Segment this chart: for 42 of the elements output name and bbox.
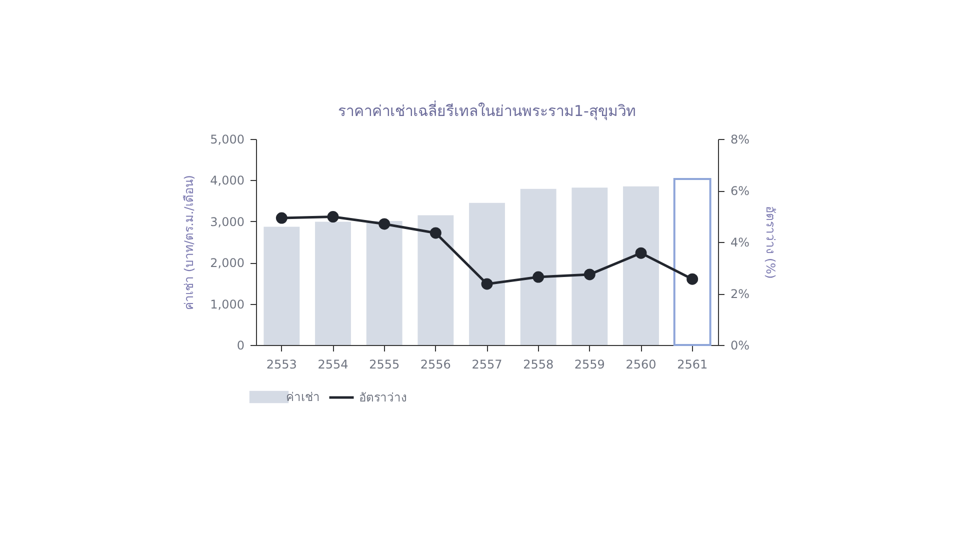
y-tick-label: 1,000 [210,297,244,312]
y-tick-label: 0 [236,338,244,352]
x-tick-label: 2555 [369,358,400,372]
legend-label: อัตราว่าง [359,390,407,404]
bar [469,202,505,345]
x-tick-label: 2561 [677,358,708,372]
bar [520,188,556,345]
x-tick-label: 2558 [523,358,554,372]
bar [572,188,608,345]
y2-tick-label: 6% [730,184,750,198]
chart-title: ราคาค่าเช่าเฉลี่ยรีเทลในย่านพระราม1-สุขุมวิท [338,100,636,121]
x-tick-label: 2560 [626,358,656,372]
bar [264,226,300,345]
point [327,211,339,222]
y2-tick-label: 2% [730,287,750,301]
y-axis-title: ค่าเช่า (บาท/ตร.ม./เดือน) [182,175,196,310]
point [481,278,493,290]
x-tick-label: 2559 [574,358,605,372]
y2-tick-label: 4% [730,236,750,250]
point [584,268,596,280]
bar [315,222,351,345]
point [532,271,544,283]
point [635,247,647,259]
legend-label: ค่าเช่า [286,390,320,404]
y2-tick-label: 0% [730,338,750,352]
bar [418,215,454,345]
y-tick-label: 5,000 [210,132,244,146]
point [378,218,390,230]
x-tick-label: 2556 [420,358,451,372]
y-tick-label: 4,000 [210,174,244,188]
y2-axis-title: อัตราว่าง (%) [764,206,778,279]
y2-tick-label: 8% [730,132,750,146]
point [276,212,288,224]
y-tick-label: 2,000 [210,256,244,270]
point [686,273,698,285]
x-tick-label: 2554 [318,358,348,372]
y-tick-label: 3,000 [210,214,244,229]
point [430,227,442,239]
bar [366,220,402,345]
x-tick-label: 2557 [472,358,502,372]
bar [623,186,659,345]
x-tick-label: 2553 [266,358,297,372]
